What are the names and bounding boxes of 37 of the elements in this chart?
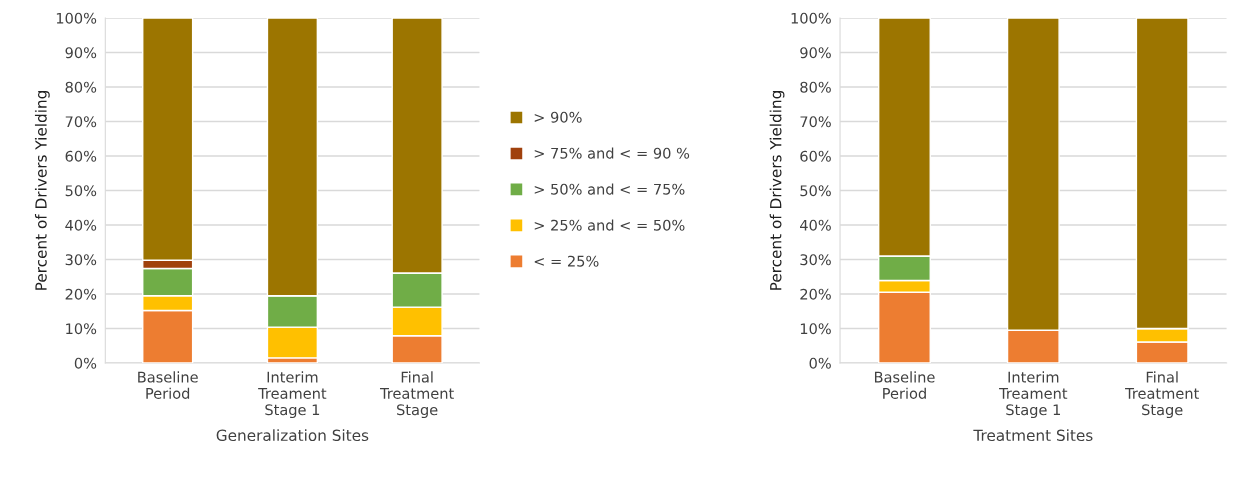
- x-tick-label: Final Treatment Stage: [379, 371, 454, 419]
- legend-label: > 75% and < = 90 %: [534, 147, 690, 159]
- y-tick-label: 0%: [809, 357, 831, 369]
- x-tick-label: Interim Treament Stage 1: [999, 371, 1068, 419]
- y-tick-label: 50%: [800, 185, 831, 197]
- y-tick-label: 80%: [65, 81, 97, 93]
- y-tick-label: 60%: [65, 150, 97, 162]
- y-tick-label: 50%: [65, 185, 97, 197]
- x-tick-label: Final Treatment Stage: [1125, 371, 1199, 419]
- y-tick-label: 30%: [800, 254, 831, 266]
- x-tick-label: Baseline Period: [138, 371, 198, 399]
- x-axis-title: Generalization Sites: [216, 429, 369, 442]
- legend-label: < = 25%: [534, 255, 599, 267]
- y-axis-title: Percent of Drivers Yielding: [769, 91, 785, 290]
- x-axis-title: Treatment Sites: [973, 429, 1093, 442]
- legend-label: > 90%: [534, 111, 582, 123]
- y-tick-label: 20%: [800, 288, 831, 300]
- y-tick-label: 70%: [800, 116, 831, 128]
- y-tick-label: 10%: [66, 323, 97, 335]
- y-tick-label: 20%: [65, 288, 97, 300]
- y-tick-label: 0%: [74, 357, 97, 369]
- y-tick-label: 60%: [800, 150, 831, 162]
- y-tick-label: 10%: [800, 323, 831, 335]
- y-tick-label: 100%: [56, 12, 97, 24]
- y-tick-label: 90%: [800, 47, 831, 59]
- y-tick-label: 30%: [65, 254, 97, 266]
- y-tick-label: 100%: [791, 12, 831, 24]
- y-tick-label: 90%: [65, 47, 97, 59]
- legend-label: > 50% and < = 75%: [534, 183, 685, 195]
- y-axis-title: Percent of Drivers Yielding: [34, 91, 50, 290]
- x-tick-label: Interim Treament Stage 1: [258, 371, 327, 419]
- x-tick-label: Baseline Period: [874, 371, 935, 399]
- y-tick-label: 80%: [800, 81, 831, 93]
- legend-label: > 25% and < = 50%: [534, 219, 685, 231]
- y-tick-label: 40%: [65, 219, 97, 231]
- y-tick-label: 70%: [65, 116, 97, 128]
- y-tick-label: 40%: [800, 219, 831, 231]
